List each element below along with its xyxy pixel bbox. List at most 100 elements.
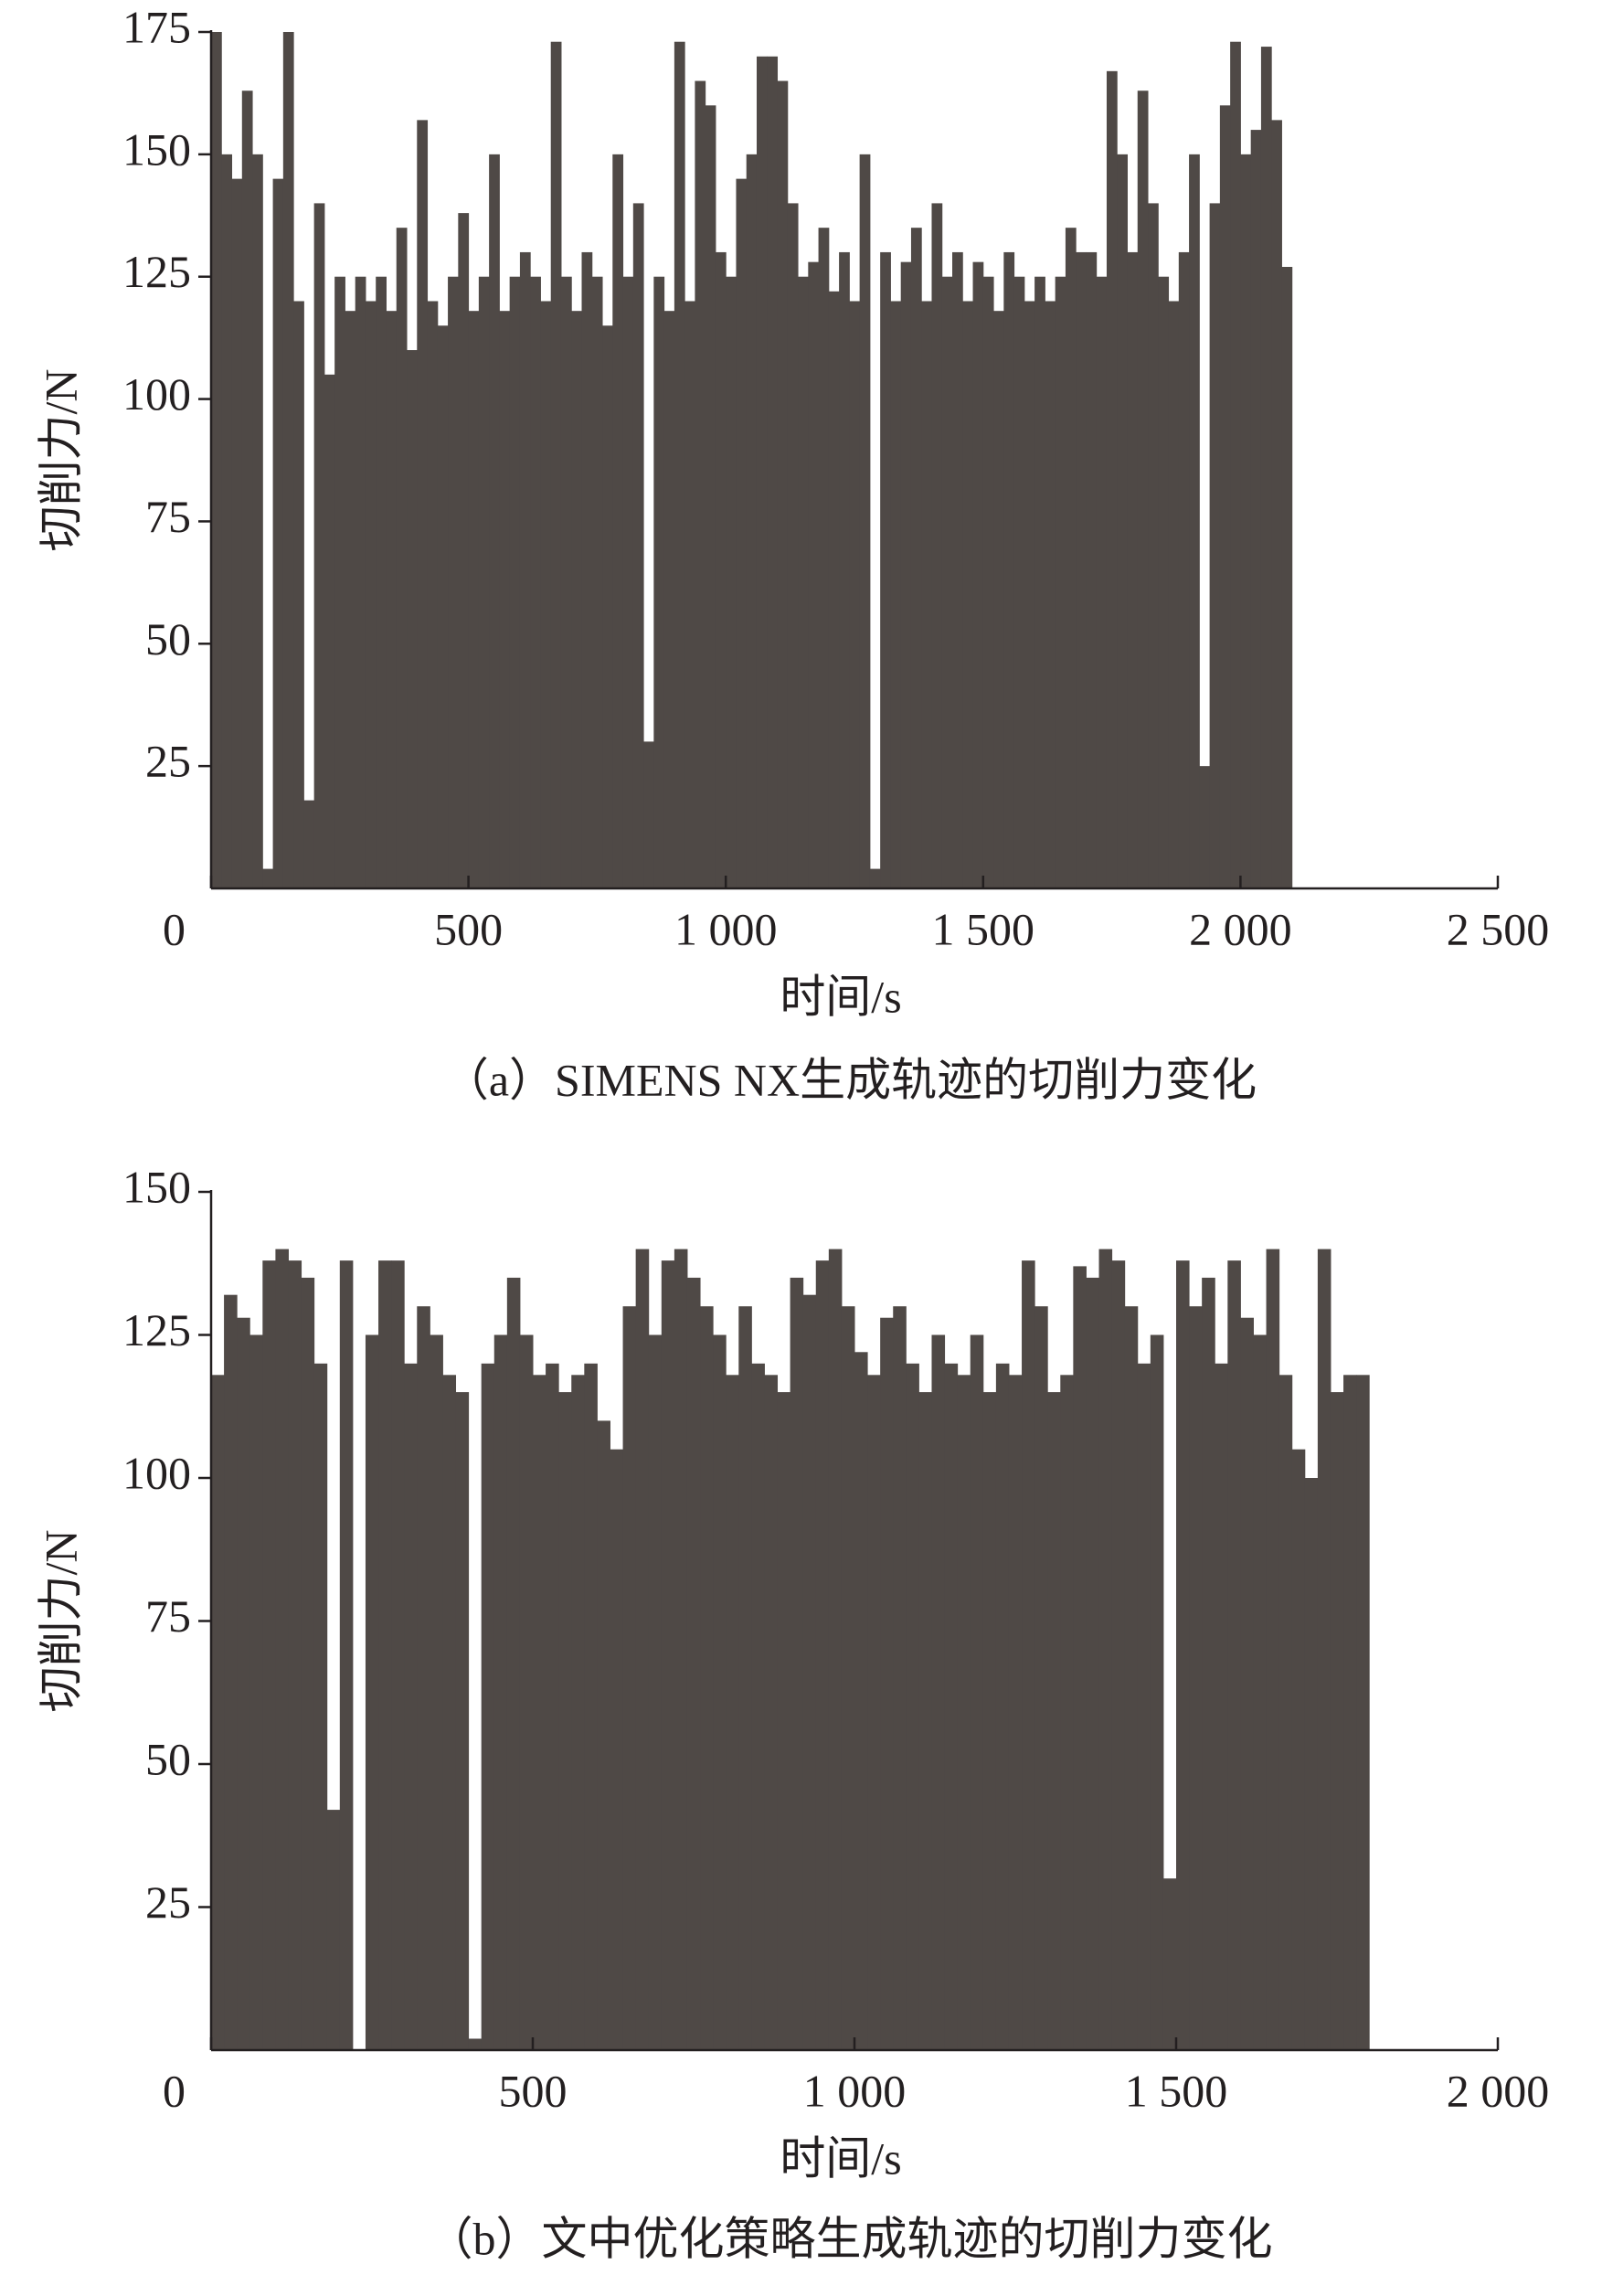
bar — [648, 1334, 663, 2050]
bar — [1162, 1878, 1177, 2050]
bar — [1271, 120, 1282, 888]
bar — [890, 301, 902, 888]
bar — [404, 1363, 418, 2050]
bar — [790, 1277, 804, 2050]
x-tick-label: 2 500 — [1447, 903, 1550, 954]
bar — [571, 1375, 585, 2050]
bar — [391, 1260, 405, 2050]
bar — [468, 2038, 483, 2050]
bar — [546, 1363, 559, 2050]
x-tick-label: 0 — [163, 903, 186, 954]
bar — [1356, 1375, 1370, 2050]
y-tick-label: 25 — [145, 1876, 191, 1928]
bar — [1008, 1375, 1023, 2050]
bar — [995, 1363, 1010, 2050]
bar — [1117, 154, 1128, 888]
bar — [355, 276, 366, 888]
bar — [1291, 1449, 1306, 2050]
bar — [1024, 301, 1035, 888]
bar — [519, 1334, 534, 2050]
bar — [1230, 41, 1241, 889]
bar — [1073, 1266, 1087, 2050]
bar — [530, 276, 541, 888]
bar — [1158, 276, 1170, 888]
bar — [941, 276, 953, 888]
bar — [478, 276, 490, 888]
bar — [1086, 251, 1098, 888]
bar — [376, 276, 387, 888]
bar — [584, 1363, 598, 2050]
bar — [1176, 1260, 1190, 2050]
bar — [736, 178, 748, 889]
bar — [396, 228, 408, 888]
y-tick-label: 75 — [145, 1590, 191, 1642]
bar — [1250, 130, 1262, 889]
bar — [1076, 251, 1087, 888]
bar — [1055, 276, 1066, 888]
bar — [293, 301, 304, 888]
bar — [610, 1449, 624, 2050]
bar — [921, 301, 932, 888]
bar — [499, 311, 511, 888]
bar — [972, 261, 984, 888]
bar — [249, 1334, 263, 2050]
y-tick-label: 175 — [122, 1, 191, 52]
bar — [893, 1306, 907, 2050]
bar — [910, 228, 922, 888]
bar — [489, 154, 500, 888]
x-tick-label: 1 500 — [932, 903, 1035, 954]
bar — [262, 868, 274, 888]
bar — [1047, 1392, 1061, 2050]
bar — [1199, 766, 1211, 888]
bar — [468, 311, 480, 888]
x-tick-label: 0 — [163, 2065, 186, 2116]
bar — [458, 213, 470, 888]
bar — [303, 800, 315, 888]
bar — [1253, 1334, 1268, 2050]
bar — [1045, 301, 1056, 888]
bar — [767, 56, 779, 889]
bar — [1178, 251, 1190, 888]
bar — [859, 154, 871, 888]
bar — [674, 1249, 688, 2050]
bar — [695, 80, 706, 889]
bar — [427, 301, 439, 888]
bar — [622, 276, 634, 888]
bar — [282, 32, 294, 888]
bar — [1281, 267, 1293, 888]
bar — [313, 203, 325, 888]
bar — [746, 154, 758, 888]
bar — [993, 311, 1004, 888]
bar — [918, 1392, 932, 2050]
y-axis-label: 切削力/N — [35, 369, 86, 552]
y-tick-label: 50 — [145, 613, 191, 664]
bar — [661, 1260, 675, 2050]
bar — [777, 1392, 791, 2050]
bar — [726, 1375, 739, 2050]
bar — [519, 251, 531, 888]
bar — [221, 154, 233, 888]
bar — [1240, 1317, 1254, 2050]
bar — [1013, 276, 1025, 888]
bar — [1106, 70, 1118, 888]
bar — [1127, 251, 1139, 888]
bar — [1003, 251, 1015, 888]
bar — [224, 1294, 238, 2050]
bar — [828, 1249, 843, 2050]
bar — [407, 350, 418, 888]
bar — [1227, 1260, 1241, 2050]
bar — [1266, 1249, 1280, 2050]
bar — [378, 1260, 392, 2050]
bar — [602, 325, 613, 888]
bar — [455, 1392, 470, 2050]
bar — [1137, 90, 1149, 889]
bar — [1209, 203, 1221, 888]
bar — [1150, 1334, 1164, 2050]
bar — [726, 276, 737, 888]
bar — [1034, 276, 1045, 888]
x-tick-label: 1 500 — [1125, 2065, 1228, 2116]
bar — [931, 203, 943, 888]
bar — [700, 1306, 714, 2050]
bar — [288, 1260, 302, 2050]
bar — [1168, 301, 1180, 888]
